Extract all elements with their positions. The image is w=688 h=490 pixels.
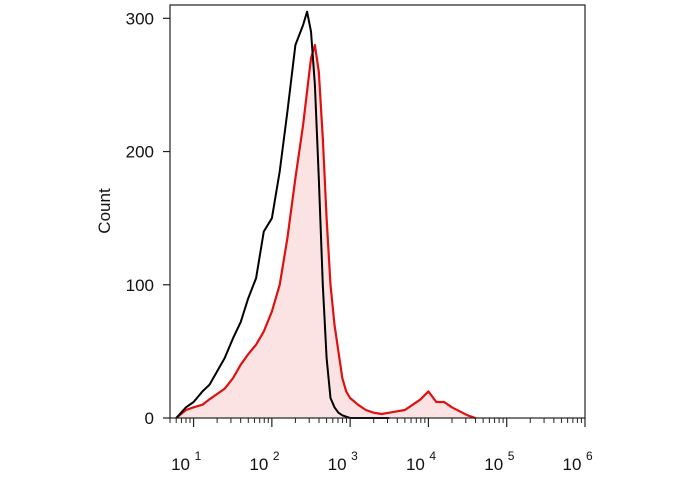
x-tick-label-3: 10 [406, 455, 425, 474]
x-tick-exponent-0: 1 [195, 449, 202, 463]
x-tick-label-2: 10 [328, 455, 347, 474]
y-tick-label-0: 0 [145, 409, 154, 428]
plot-area [175, 10, 476, 420]
x-tick-label-1: 10 [249, 455, 268, 474]
series-0-line [175, 10, 390, 419]
x-tick-label-0: 10 [171, 455, 190, 474]
x-tick-exponent-3: 4 [429, 449, 436, 463]
axes: 0 100 200 300 10 1 10 2 10 3 10 4 10 5 10 6 [126, 9, 593, 474]
y-tick-label-2: 200 [126, 143, 154, 162]
x-tick-exponent-5: 6 [586, 449, 593, 463]
series-1-area [176, 45, 476, 418]
y-axis-title: Count [95, 188, 114, 234]
series-1-line [175, 43, 476, 420]
plot-frame [169, 4, 586, 419]
x-tick-label-5: 10 [563, 455, 582, 474]
x-tick-label-4: 10 [484, 455, 503, 474]
x-tick-exponent-1: 2 [273, 449, 280, 463]
x-tick-exponent-2: 3 [351, 449, 358, 463]
x-tick-exponent-4: 5 [508, 449, 515, 463]
y-tick-label-1: 100 [126, 276, 154, 295]
y-tick-label-3: 300 [126, 9, 154, 28]
